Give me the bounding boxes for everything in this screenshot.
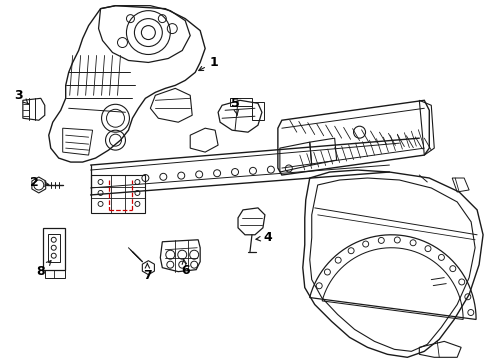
Text: 5: 5 xyxy=(230,97,239,115)
Text: 4: 4 xyxy=(255,231,272,244)
Text: 2: 2 xyxy=(30,176,49,189)
Bar xyxy=(42,228,64,270)
Text: 3: 3 xyxy=(15,89,28,104)
Bar xyxy=(48,234,60,262)
Text: 7: 7 xyxy=(142,263,151,282)
Text: 6: 6 xyxy=(181,258,189,277)
Bar xyxy=(90,175,145,213)
Text: 1: 1 xyxy=(198,56,218,71)
Bar xyxy=(251,102,264,120)
Bar xyxy=(229,98,251,106)
Text: 8: 8 xyxy=(37,261,51,278)
